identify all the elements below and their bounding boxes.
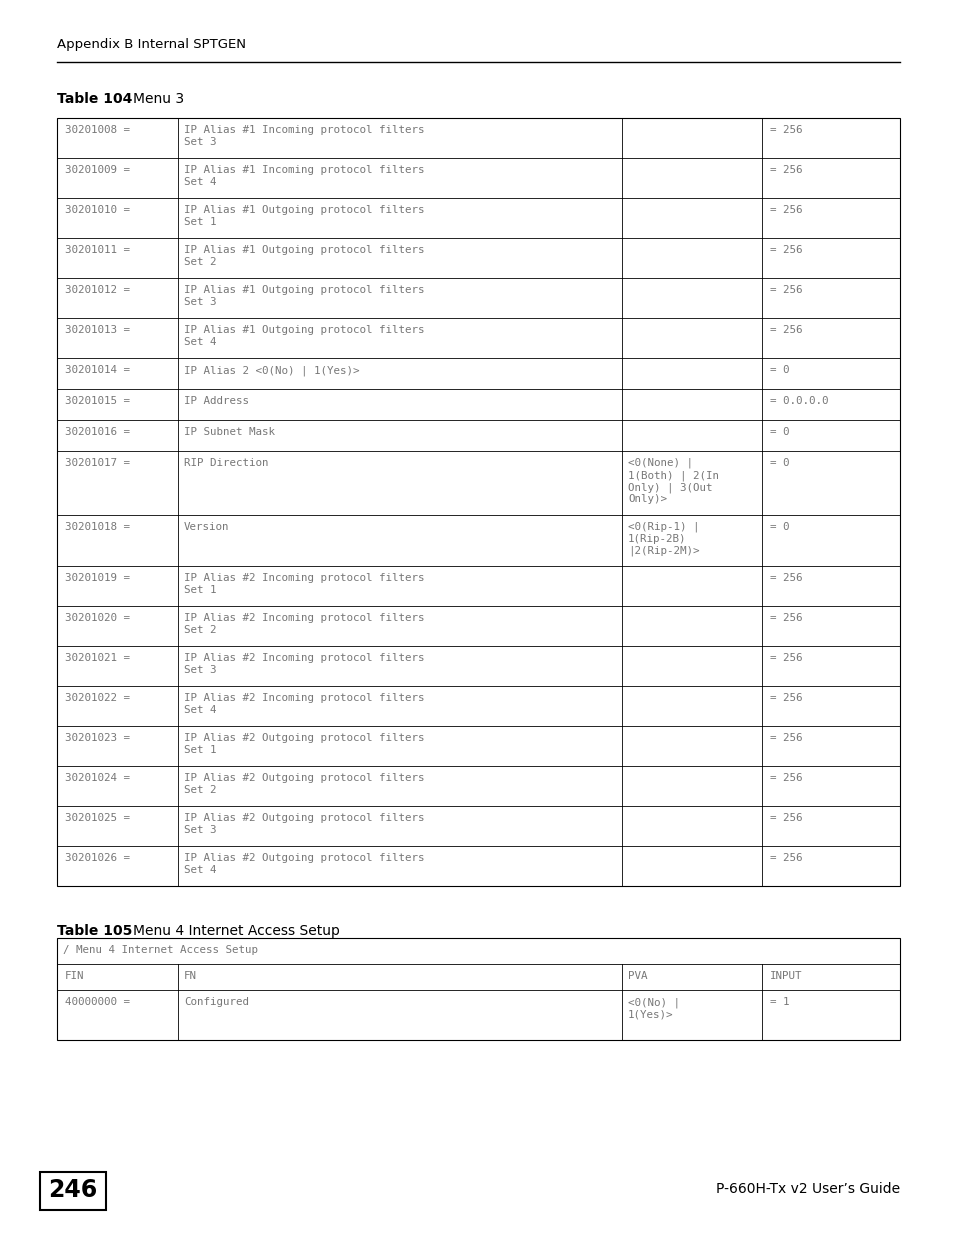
Text: = 256: = 256	[769, 734, 801, 743]
Text: IP Alias #1 Incoming protocol filters
Set 3: IP Alias #1 Incoming protocol filters Se…	[184, 125, 424, 147]
Text: IP Alias #2 Outgoing protocol filters
Set 3: IP Alias #2 Outgoing protocol filters Se…	[184, 813, 424, 835]
Text: 30201017 =: 30201017 =	[65, 458, 130, 468]
Text: = 0: = 0	[769, 366, 789, 375]
Text: IP Address: IP Address	[184, 396, 249, 406]
Bar	[40, 1172, 106, 1210]
Text: 30201008 =: 30201008 =	[65, 125, 130, 135]
Text: IP Subnet Mask: IP Subnet Mask	[184, 427, 274, 437]
Text: = 256: = 256	[769, 285, 801, 295]
Text: IP Alias #2 Outgoing protocol filters
Set 2: IP Alias #2 Outgoing protocol filters Se…	[184, 773, 424, 794]
Text: 30201022 =: 30201022 =	[65, 693, 130, 703]
Text: = 1: = 1	[769, 997, 789, 1007]
Text: 30201025 =: 30201025 =	[65, 813, 130, 823]
Text: IP Alias #2 Outgoing protocol filters
Set 1: IP Alias #2 Outgoing protocol filters Se…	[184, 734, 424, 755]
Text: 30201011 =: 30201011 =	[65, 245, 130, 254]
Bar	[57, 939, 899, 1040]
Text: 30201012 =: 30201012 =	[65, 285, 130, 295]
Text: FN: FN	[184, 971, 196, 981]
Text: P-660H-Tx v2 User’s Guide: P-660H-Tx v2 User’s Guide	[715, 1182, 899, 1195]
Text: 30201021 =: 30201021 =	[65, 653, 130, 663]
Text: 30201010 =: 30201010 =	[65, 205, 130, 215]
Text: IP Alias #1 Outgoing protocol filters
Set 3: IP Alias #1 Outgoing protocol filters Se…	[184, 285, 424, 306]
Text: RIP Direction: RIP Direction	[184, 458, 268, 468]
Text: <0(None) |
1(Both) | 2(In
Only) | 3(Out
Only)>: <0(None) | 1(Both) | 2(In Only) | 3(Out …	[627, 458, 719, 504]
Text: 30201019 =: 30201019 =	[65, 573, 130, 583]
Text: 246: 246	[49, 1178, 97, 1202]
Text: = 256: = 256	[769, 165, 801, 175]
Text: 30201013 =: 30201013 =	[65, 325, 130, 335]
Text: <0(Rip-1) |
1(Rip-2B)
|2(Rip-2M)>: <0(Rip-1) | 1(Rip-2B) |2(Rip-2M)>	[627, 522, 699, 556]
Text: Configured: Configured	[184, 997, 249, 1007]
Text: 30201020 =: 30201020 =	[65, 613, 130, 622]
Text: 30201018 =: 30201018 =	[65, 522, 130, 532]
Text: = 256: = 256	[769, 245, 801, 254]
Text: Table 105: Table 105	[57, 924, 132, 939]
Text: INPUT: INPUT	[769, 971, 801, 981]
Text: 30201026 =: 30201026 =	[65, 853, 130, 863]
Text: = 0: = 0	[769, 458, 789, 468]
Text: / Menu 4 Internet Access Setup: / Menu 4 Internet Access Setup	[63, 945, 257, 955]
Text: FIN: FIN	[65, 971, 85, 981]
Text: = 256: = 256	[769, 613, 801, 622]
Text: = 256: = 256	[769, 125, 801, 135]
Text: = 0: = 0	[769, 427, 789, 437]
Text: 30201014 =: 30201014 =	[65, 366, 130, 375]
Text: = 0.0.0.0: = 0.0.0.0	[769, 396, 827, 406]
Text: Menu 3: Menu 3	[132, 91, 184, 106]
Text: <0(No) |
1(Yes)>: <0(No) | 1(Yes)>	[627, 997, 679, 1019]
Text: Appendix B Internal SPTGEN: Appendix B Internal SPTGEN	[57, 38, 246, 51]
Text: = 256: = 256	[769, 813, 801, 823]
Text: = 256: = 256	[769, 205, 801, 215]
Text: Table 104: Table 104	[57, 91, 132, 106]
Text: Version: Version	[184, 522, 230, 532]
Text: = 256: = 256	[769, 325, 801, 335]
Text: = 256: = 256	[769, 693, 801, 703]
Text: IP Alias #2 Incoming protocol filters
Set 2: IP Alias #2 Incoming protocol filters Se…	[184, 613, 424, 635]
Text: Menu 4 Internet Access Setup: Menu 4 Internet Access Setup	[132, 924, 339, 939]
Text: = 0: = 0	[769, 522, 789, 532]
Text: IP Alias 2 <0(No) | 1(Yes)>: IP Alias 2 <0(No) | 1(Yes)>	[184, 366, 359, 375]
Text: 30201015 =: 30201015 =	[65, 396, 130, 406]
Text: IP Alias #2 Outgoing protocol filters
Set 4: IP Alias #2 Outgoing protocol filters Se…	[184, 853, 424, 874]
Text: IP Alias #1 Incoming protocol filters
Set 4: IP Alias #1 Incoming protocol filters Se…	[184, 165, 424, 186]
Text: 30201009 =: 30201009 =	[65, 165, 130, 175]
Text: IP Alias #2 Incoming protocol filters
Set 3: IP Alias #2 Incoming protocol filters Se…	[184, 653, 424, 674]
Text: = 256: = 256	[769, 853, 801, 863]
Text: 30201016 =: 30201016 =	[65, 427, 130, 437]
Text: IP Alias #1 Outgoing protocol filters
Set 4: IP Alias #1 Outgoing protocol filters Se…	[184, 325, 424, 347]
Text: = 256: = 256	[769, 773, 801, 783]
Text: = 256: = 256	[769, 653, 801, 663]
Text: IP Alias #2 Incoming protocol filters
Set 1: IP Alias #2 Incoming protocol filters Se…	[184, 573, 424, 594]
Text: = 256: = 256	[769, 573, 801, 583]
Bar	[57, 119, 899, 885]
Text: 30201024 =: 30201024 =	[65, 773, 130, 783]
Text: IP Alias #1 Outgoing protocol filters
Set 2: IP Alias #1 Outgoing protocol filters Se…	[184, 245, 424, 267]
Text: IP Alias #2 Incoming protocol filters
Set 4: IP Alias #2 Incoming protocol filters Se…	[184, 693, 424, 715]
Text: PVA: PVA	[627, 971, 647, 981]
Text: IP Alias #1 Outgoing protocol filters
Set 1: IP Alias #1 Outgoing protocol filters Se…	[184, 205, 424, 226]
Text: 40000000 =: 40000000 =	[65, 997, 130, 1007]
Text: 30201023 =: 30201023 =	[65, 734, 130, 743]
